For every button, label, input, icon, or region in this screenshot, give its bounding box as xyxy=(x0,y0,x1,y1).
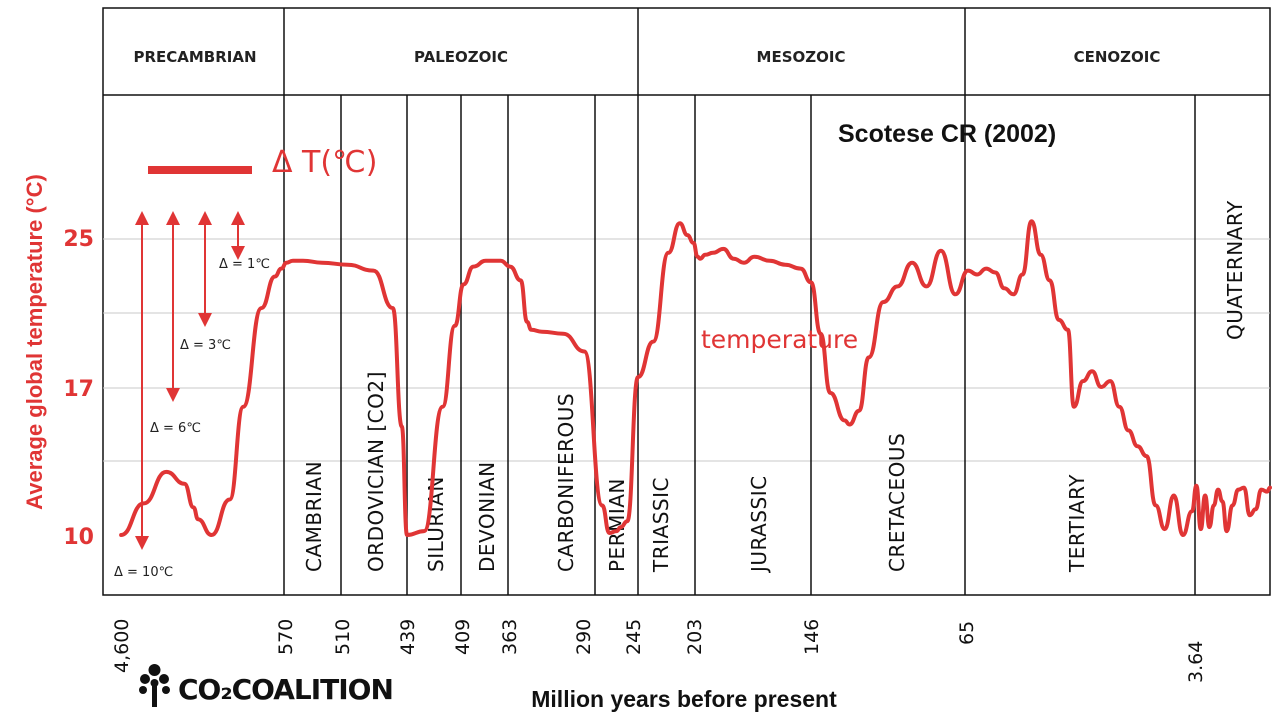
x-tick-label: 3.64 xyxy=(1185,641,1207,683)
period-label-quaternary: QUATERNARY xyxy=(1223,200,1247,340)
gridlines xyxy=(103,238,1270,462)
x-tick-label: 245 xyxy=(623,619,645,655)
x-tick-label: 4,600 xyxy=(111,619,133,673)
period-label-devonian: DEVONIAN xyxy=(475,461,499,572)
period-dividers xyxy=(283,95,1196,595)
legend-label: Δ T(℃) xyxy=(272,145,377,180)
logo: CO₂COALITION xyxy=(139,664,394,707)
period-label-tertiary: TERTIARY xyxy=(1065,474,1089,573)
y-axis-ticks: 25 17 10 xyxy=(63,227,94,550)
y-tick-label: 17 xyxy=(63,377,94,402)
period-label-jurassic: JURASSIC xyxy=(747,475,771,574)
plot-frame xyxy=(102,7,1271,596)
x-tick-label: 203 xyxy=(684,619,706,655)
period-label-triassic: TRIASSIC xyxy=(649,477,673,573)
delta-label: Δ = 6℃ xyxy=(150,421,201,436)
delta-label: Δ = 1℃ xyxy=(219,257,270,272)
y-tick-label: 10 xyxy=(63,525,94,550)
y-tick-label: 25 xyxy=(63,227,94,252)
logo-text: CO₂COALITION xyxy=(178,673,393,706)
tree-icon xyxy=(139,664,170,707)
era-label-precambrian: PRECAMBRIAN xyxy=(133,48,256,66)
period-label-ordovician: ORDOVICIAN [CO2] xyxy=(364,371,388,572)
x-tick-label: 409 xyxy=(452,619,474,655)
era-label-mesozoic: MESOZOIC xyxy=(757,48,846,66)
legend: Δ T(℃) xyxy=(148,145,377,180)
period-label-carboniferous: CARBONIFEROUS xyxy=(554,393,578,572)
y-axis-label: Average global temperature (°C) xyxy=(22,174,47,510)
period-labels: CAMBRIAN ORDOVICIAN [CO2] SILURIAN DEVON… xyxy=(302,200,1247,574)
era-label-paleozoic: PALEOZOIC xyxy=(414,48,508,66)
delta-label: Δ = 3℃ xyxy=(180,338,231,353)
period-label-cretaceous: CRETACEOUS xyxy=(885,433,909,572)
x-tick-label: 290 xyxy=(573,619,595,655)
temperature-series-line xyxy=(119,219,1272,537)
series-label: temperature xyxy=(701,325,858,354)
x-axis-label: Million years before present xyxy=(531,686,837,712)
era-label-cenozoic: CENOZOIC xyxy=(1074,48,1161,66)
source-label: Scotese CR (2002) xyxy=(838,120,1056,148)
x-tick-label: 570 xyxy=(275,619,297,655)
delta-scale: Δ = 1℃ Δ = 3℃ Δ = 6℃ Δ = 10℃ xyxy=(114,211,270,580)
delta-label: Δ = 10℃ xyxy=(114,565,173,580)
x-tick-label: 439 xyxy=(397,619,419,655)
x-tick-label: 146 xyxy=(801,619,823,655)
period-label-cambrian: CAMBRIAN xyxy=(302,461,326,572)
x-tick-label: 65 xyxy=(956,621,978,645)
x-axis-ticks: 4,600 570 510 439 409 363 290 245 203 14… xyxy=(111,619,1207,683)
x-tick-label: 363 xyxy=(499,619,521,655)
era-header: PRECAMBRIAN PALEOZOIC MESOZOIC CENOZOIC xyxy=(133,8,1160,95)
x-tick-label: 510 xyxy=(332,619,354,655)
